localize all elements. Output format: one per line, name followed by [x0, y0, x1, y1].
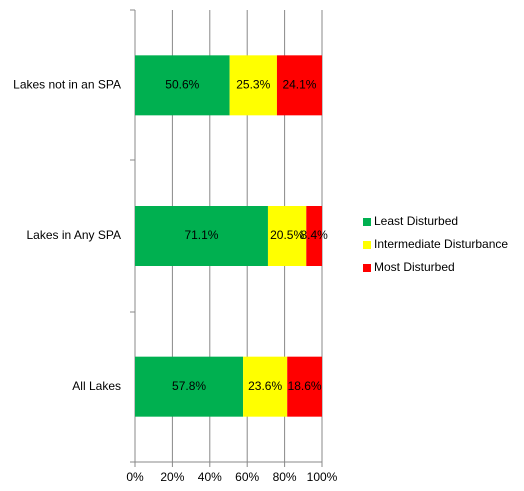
data-label: 71.1% [184, 228, 218, 242]
bar-segment [243, 356, 288, 417]
data-label: 50.6% [165, 78, 199, 92]
legend-label: Most Disturbed [374, 260, 455, 274]
bar-segment [135, 356, 244, 417]
x-tick-label: 80% [273, 470, 297, 484]
data-label: 8.4% [300, 228, 328, 242]
bar-segment [229, 55, 277, 116]
bar-segment [306, 206, 322, 266]
bar-segment [276, 55, 322, 116]
x-tick-label: 20% [160, 470, 184, 484]
category-ticks [130, 9, 135, 463]
y-tick-label: All Lakes [72, 379, 121, 393]
legend-label: Least Disturbed [374, 214, 458, 228]
legend-swatch [363, 218, 371, 226]
legend-label: Intermediate Disturbance [374, 237, 508, 251]
data-label: 20.5% [270, 228, 304, 242]
data-label: 57.8% [172, 379, 206, 393]
x-tick-label: 60% [235, 470, 259, 484]
y-tick-label: Lakes not in an SPA [13, 78, 121, 92]
data-label: 25.3% [236, 78, 270, 92]
bar-segment [267, 206, 307, 266]
x-tick-label: 100% [307, 470, 338, 484]
legend-swatch [363, 264, 371, 272]
bar-segment [287, 356, 322, 417]
data-label: 18.6% [288, 379, 322, 393]
x-tick-label: 0% [126, 470, 144, 484]
data-label: 24.1% [282, 78, 316, 92]
data-label: 23.6% [248, 379, 282, 393]
y-tick-label: Lakes in Any SPA [27, 228, 122, 242]
x-tick-label: 40% [198, 470, 222, 484]
legend-swatch [363, 241, 371, 249]
bar-segment [135, 206, 268, 266]
bar-segment [135, 55, 230, 116]
